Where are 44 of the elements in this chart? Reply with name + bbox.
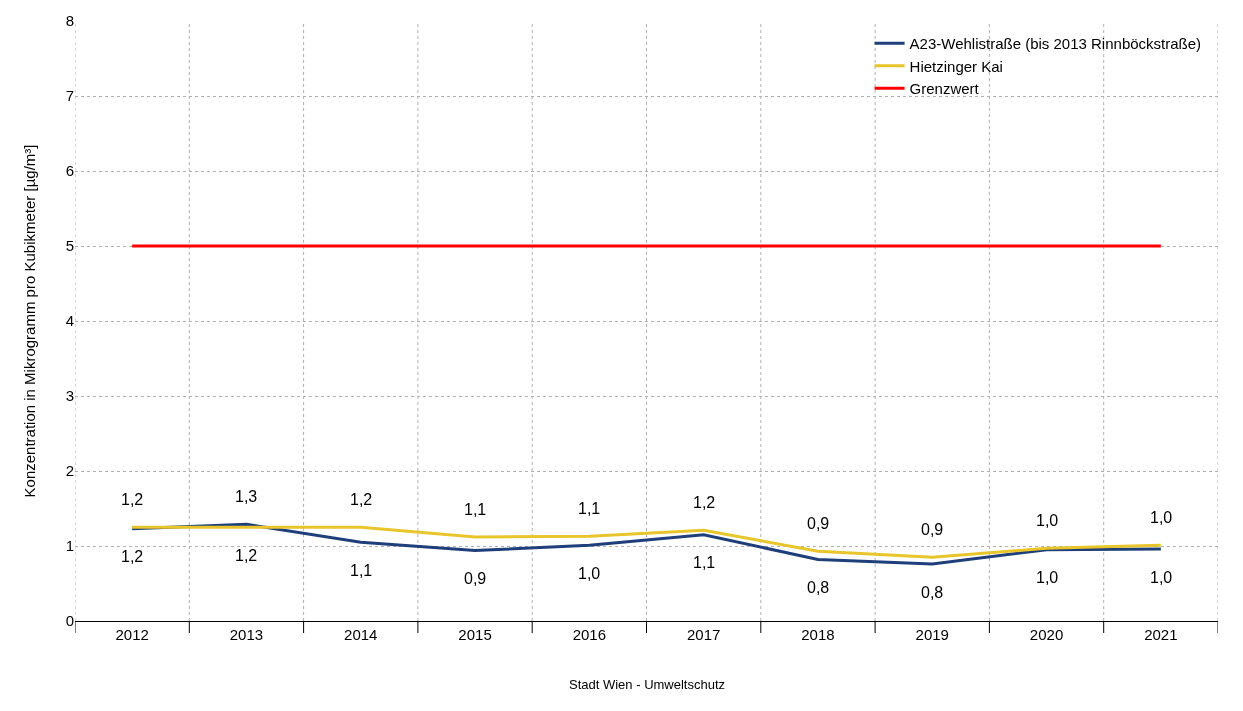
- data-label: 1,0: [578, 565, 601, 582]
- data-label: 1,1: [693, 554, 716, 571]
- x-tick-label: 2012: [115, 626, 149, 643]
- data-label: 0,8: [807, 579, 830, 596]
- data-label: 1,2: [235, 547, 258, 564]
- data-label: 1,1: [350, 562, 373, 579]
- data-label: 1,0: [1036, 569, 1059, 586]
- data-label: 1,0: [1036, 512, 1059, 529]
- text: Stadt Wien - Umweltschutz: [569, 677, 726, 692]
- x-tick-label: 2016: [572, 626, 607, 643]
- x-tick-label: 2015: [458, 626, 492, 643]
- data-label: 1,0: [1150, 509, 1173, 526]
- data-label: 1,1: [464, 501, 487, 518]
- y-tick-label: 2: [65, 462, 74, 480]
- data-label: 1,2: [121, 491, 144, 508]
- legend-label: Hietzinger Kai: [909, 57, 1003, 75]
- x-tick-label: 2018: [801, 626, 835, 643]
- x-tick-label: 2019: [915, 626, 949, 643]
- y-tick-label: 7: [65, 87, 74, 105]
- legend-label: Grenzwert: [909, 80, 980, 98]
- y-tick-label: 8: [65, 12, 74, 30]
- x-tick-label: 2020: [1029, 626, 1064, 643]
- y-axis-title: Konzentration in Mikrogramm pro Kubikmeter [µg/m³]: [21, 144, 38, 498]
- data-label: 1,1: [578, 500, 601, 517]
- data-label: 0,9: [807, 515, 830, 532]
- x-tick-label: 2021: [1144, 626, 1178, 643]
- y-tick-label: 3: [65, 387, 74, 405]
- y-tick-label: 5: [65, 237, 74, 255]
- x-tick-label: 2014: [344, 626, 378, 643]
- data-label: 1,2: [121, 548, 144, 565]
- y-tick-label: 4: [65, 312, 74, 330]
- legend-label: A23-Wehlistraße (bis 2013 Rinnböckstraße): [909, 35, 1202, 53]
- data-label: 1,2: [350, 491, 373, 508]
- data-label: 0,9: [921, 521, 944, 538]
- data-label: 1,0: [1150, 569, 1173, 586]
- data-label: 1,2: [693, 494, 716, 511]
- data-label: 0,8: [921, 584, 944, 601]
- y-tick-label: 0: [65, 612, 74, 630]
- data-label: 0,9: [464, 570, 487, 587]
- data-label: 1,3: [235, 488, 258, 505]
- y-tick-label: 1: [65, 537, 74, 555]
- x-tick-label: 2017: [686, 626, 721, 643]
- y-tick-label: 6: [65, 162, 74, 180]
- x-tick-label: 2013: [229, 626, 264, 643]
